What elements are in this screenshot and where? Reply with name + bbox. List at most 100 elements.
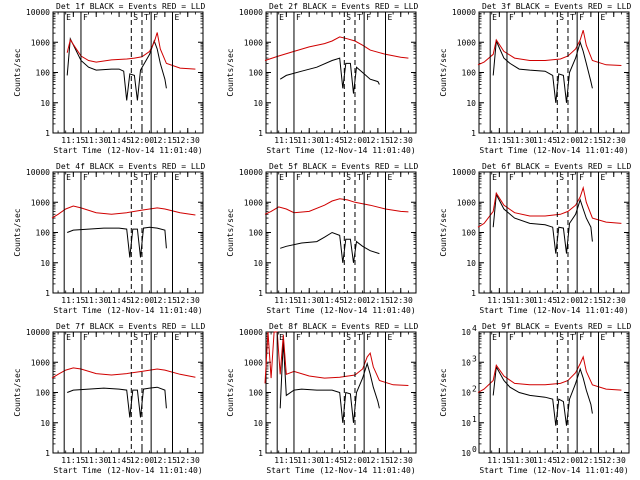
x-tick-label: 11:30 (297, 136, 321, 145)
event-marker-label: T (570, 173, 575, 182)
x-tick-label: 12:30 (602, 296, 626, 305)
y-tick-label: 1 (45, 129, 50, 138)
x-tick-label: 11:15 (61, 296, 85, 305)
y-tick-label: 10 (461, 449, 471, 458)
detector-panel: Det 5f BLACK = Events RED = LLD 1 10 100 100… (213, 160, 426, 320)
detector-panel: Det 2f BLACK = Events RED = LLD 1 10 100 100… (213, 0, 426, 160)
y-tick-label: 1000 (31, 38, 50, 47)
y-tick-label: 1 (258, 449, 263, 458)
x-tick-label: 11:15 (487, 136, 511, 145)
y-tick-label: 10000 (26, 168, 50, 177)
y-tick-label: 10 (461, 419, 471, 428)
y-tick-label: 100 (36, 229, 51, 238)
event-marker-label: S (346, 173, 351, 182)
y-tick-label: 1000 (244, 198, 263, 207)
x-tick-label: 12:00 (130, 456, 154, 465)
y-tick-label: 10 (461, 328, 471, 337)
chart-title: Det 5f BLACK = Events RED = LLD (269, 162, 418, 171)
event-marker-label: T (570, 13, 575, 22)
detector-panel: Det 1f BLACK = Events RED = LLD 1 10 100 100… (0, 0, 213, 160)
x-tick-label: 11:45 (533, 136, 557, 145)
x-tick-label: 12:15 (153, 136, 177, 145)
x-tick-label: 11:15 (487, 296, 511, 305)
chart-title: Det 9f BLACK = Events RED = LLD (482, 322, 631, 331)
y-tick-label: 10 (461, 358, 471, 367)
y-tick-label: 1 (45, 289, 50, 298)
event-marker-label: F (296, 333, 301, 342)
x-axis-label: Start Time (12-Nov-14 11:01:40) (266, 466, 415, 475)
x-tick-label: 12:00 (343, 296, 367, 305)
x-tick-label: 11:30 (510, 296, 534, 305)
event-marker-label: E (66, 333, 71, 342)
x-tick-label: 12:00 (130, 136, 154, 145)
event-marker-label: S (133, 13, 138, 22)
event-marker-label: E (492, 333, 497, 342)
x-tick-label: 12:30 (389, 136, 413, 145)
event-marker-label: E (174, 333, 179, 342)
x-tick-label: 12:30 (176, 296, 200, 305)
event-marker-label: F (83, 173, 88, 182)
y-tick-label: 10 (461, 389, 471, 398)
y-tick-label: 100 (462, 229, 477, 238)
x-tick-label: 12:00 (556, 136, 580, 145)
x-tick-label: 11:45 (107, 136, 131, 145)
series-lld-line (477, 185, 622, 228)
series-lld-line (477, 355, 622, 393)
detector-chart: Det 4f BLACK = Events RED = LLD 1 10 100 100… (13, 162, 205, 315)
event-marker-label: E (492, 173, 497, 182)
y-tick-label: 10 (253, 419, 263, 428)
x-axis-label: Start Time (12-Nov-14 11:01:40) (53, 306, 202, 315)
event-marker-label: E (279, 13, 284, 22)
x-tick-label: 12:00 (343, 136, 367, 145)
event-marker-label: F (83, 333, 88, 342)
event-marker-label: T (144, 173, 149, 182)
plot-frame (52, 11, 204, 134)
y-axis-label: Counts/sec (13, 48, 22, 96)
y-tick-label: 10000 (239, 8, 263, 17)
y-tick-label: 100 (36, 389, 51, 398)
x-tick-label: 12:00 (130, 296, 154, 305)
plot-frame (52, 171, 204, 294)
series-events-line (492, 39, 593, 103)
y-tick-label: 10 (253, 99, 263, 108)
x-tick-label: 12:00 (343, 456, 367, 465)
chart-title: Det 8f BLACK = Events RED = LLD (269, 322, 418, 331)
event-marker-label: E (174, 173, 179, 182)
y-tick-label: 10000 (452, 168, 476, 177)
y-tick-label: 1 (258, 289, 263, 298)
y-tick-label: 100 (249, 69, 264, 78)
y-tick-exponent: 2 (472, 385, 477, 394)
event-marker-label: S (559, 13, 564, 22)
y-tick-exponent: 3 (472, 354, 477, 363)
x-tick-label: 12:30 (602, 136, 626, 145)
detector-chart: Det 7f BLACK = Events RED = LLD 1 10 100 100… (13, 322, 205, 475)
x-tick-label: 12:00 (556, 456, 580, 465)
x-tick-label: 11:30 (510, 136, 534, 145)
x-tick-label: 11:30 (297, 296, 321, 305)
detector-panel: Det 6f BLACK = Events RED = LLD 1 10 100 100… (426, 160, 639, 320)
y-tick-label: 10 (466, 99, 476, 108)
x-tick-label: 12:15 (579, 296, 603, 305)
series-events-line (492, 365, 593, 426)
y-tick-label: 10 (466, 259, 476, 268)
x-tick-label: 11:45 (107, 456, 131, 465)
event-marker-label: F (579, 13, 584, 22)
detector-panel: Det 9f BLACK = Events RED = LLD 10 0 10 1 10 2… (426, 320, 639, 480)
event-marker-label: F (296, 173, 301, 182)
event-marker-label: T (144, 333, 149, 342)
x-tick-label: 11:45 (533, 456, 557, 465)
event-marker-label: F (153, 173, 158, 182)
y-tick-exponent: 0 (472, 445, 477, 454)
event-marker-label: S (346, 333, 351, 342)
event-marker-label: S (559, 173, 564, 182)
event-marker-label: T (570, 333, 575, 342)
x-tick-label: 12:00 (556, 296, 580, 305)
y-axis-label: Counts/sec (13, 368, 22, 416)
event-marker-label: S (559, 333, 564, 342)
y-axis-label: Counts/sec (13, 208, 22, 256)
x-tick-label: 12:30 (176, 456, 200, 465)
x-tick-label: 11:30 (510, 456, 534, 465)
y-axis-label: Counts/sec (439, 48, 448, 96)
